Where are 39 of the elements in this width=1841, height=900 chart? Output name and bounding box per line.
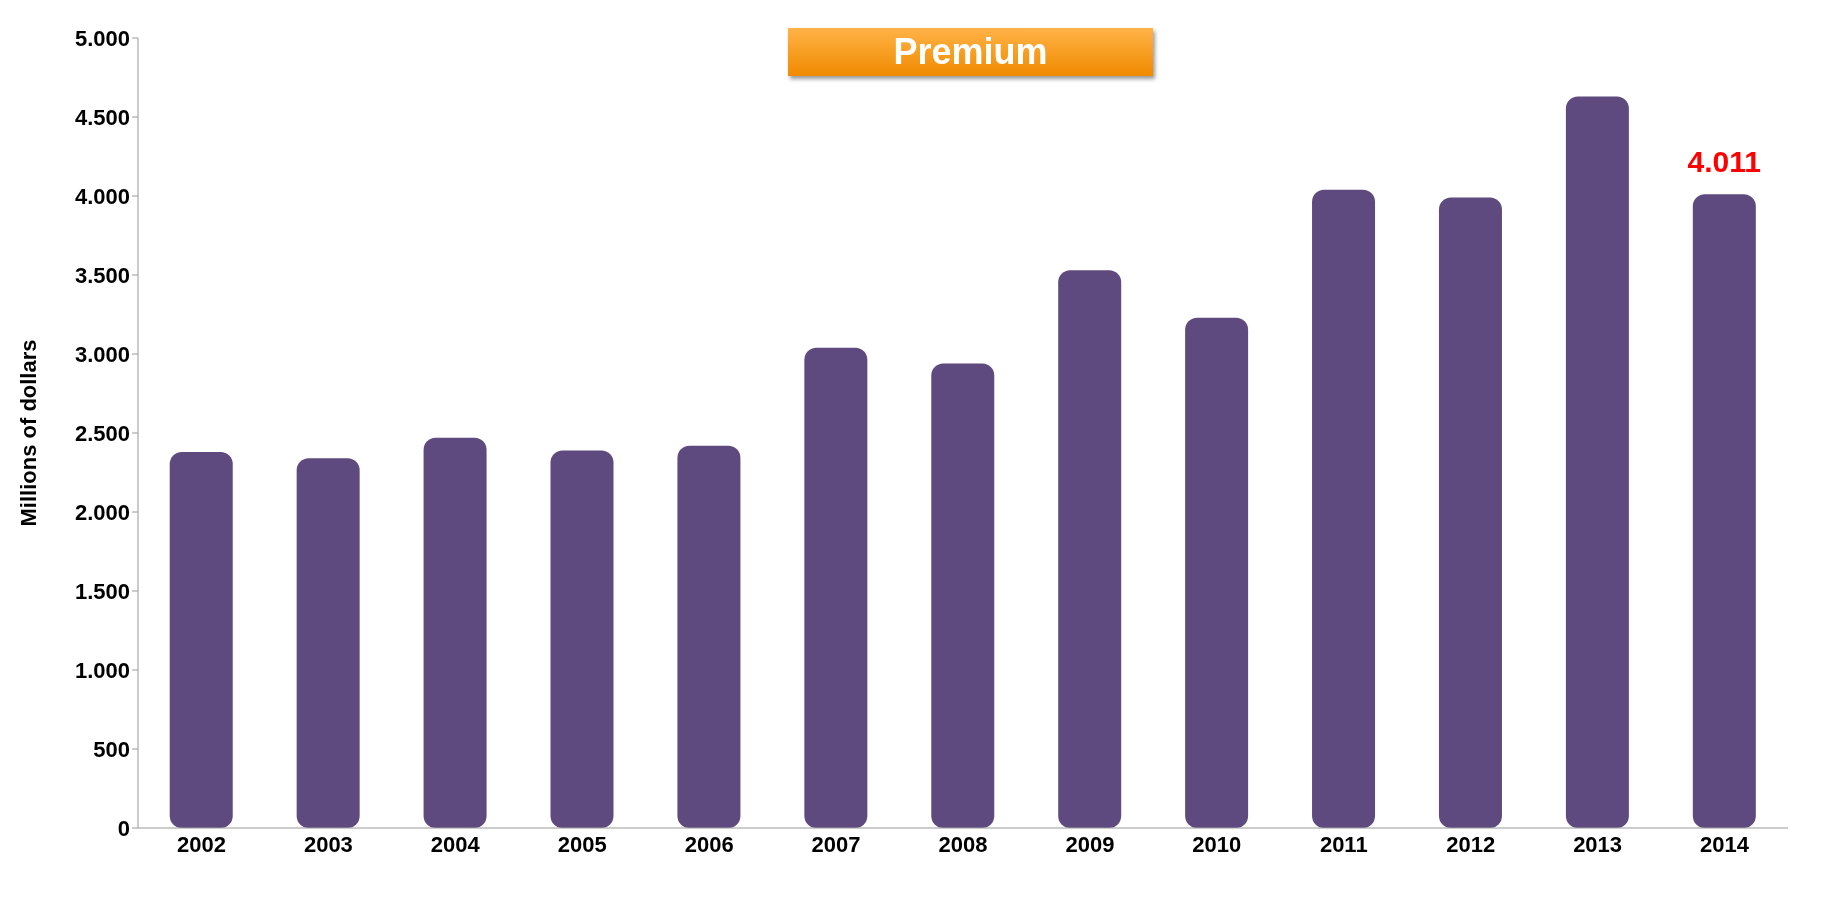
x-tick-label: 2007: [811, 831, 861, 857]
x-tick-label: 2003: [303, 831, 353, 857]
x-tick-label: 2011: [1319, 831, 1368, 857]
y-tick-label: 0: [117, 815, 130, 841]
bar: [1692, 194, 1756, 828]
y-tick-label: 4.000: [74, 183, 130, 209]
bar: [1185, 317, 1249, 828]
x-tick-label: 2009: [1065, 831, 1115, 857]
y-tick-label: 1.000: [74, 657, 130, 683]
x-tick-label: 2013: [1573, 831, 1623, 857]
x-tick-label: 2010: [1192, 831, 1242, 857]
y-tick-label: 2.500: [74, 420, 130, 446]
data-label: 4.011: [1687, 145, 1762, 179]
y-tick-label: 1.500: [74, 578, 130, 604]
x-tick-label: 2004: [430, 831, 481, 857]
y-tick-label: 500: [93, 736, 130, 762]
x-tick-label: 2012: [1446, 831, 1496, 857]
bar: [804, 347, 868, 828]
bar: [1565, 96, 1629, 828]
y-tick-label: 3.500: [74, 262, 130, 288]
y-tick-label: 3.000: [74, 341, 130, 367]
bar: [423, 437, 487, 828]
y-tick-label: 2.000: [74, 499, 130, 525]
x-tick-label: 2006: [684, 831, 734, 857]
bar: [1312, 189, 1376, 828]
bar: [550, 450, 614, 828]
bar: [169, 451, 233, 828]
bar: [1438, 197, 1502, 828]
y-axis-title: Millions of dollars: [15, 339, 41, 527]
x-tick-label: 2014: [1700, 831, 1750, 857]
x-tick-label: 2005: [557, 831, 607, 857]
bar: [931, 363, 995, 828]
y-tick-label: 4.500: [74, 104, 130, 130]
x-tick-label: 2008: [938, 831, 988, 857]
bar: [677, 445, 741, 828]
x-tick-label: 2002: [176, 831, 226, 857]
bar: [1058, 270, 1122, 828]
bar: [296, 458, 360, 828]
y-tick-label: 5.000: [74, 25, 130, 51]
